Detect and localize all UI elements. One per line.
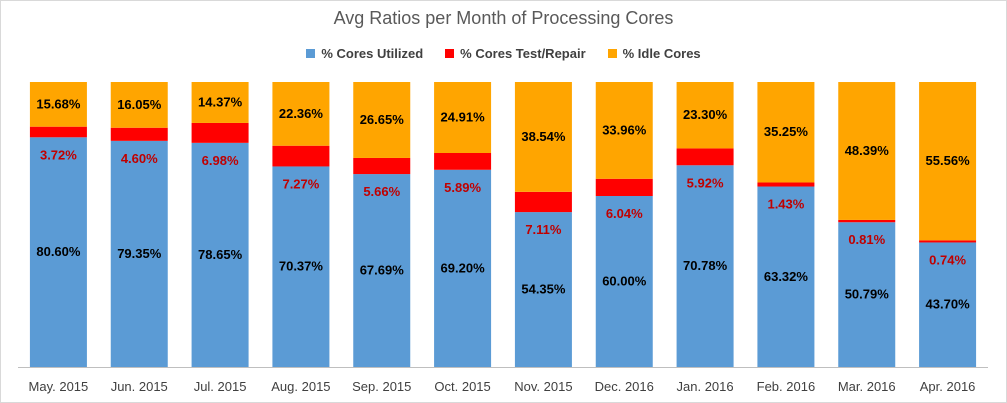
data-label-idle-8: 23.30% bbox=[683, 107, 728, 122]
bar-utilized-0 bbox=[29, 137, 87, 367]
data-label-repair-11: 0.74% bbox=[929, 252, 966, 267]
bar-repair-6 bbox=[514, 191, 572, 213]
bar-idle-6 bbox=[514, 82, 572, 192]
bar-idle-7 bbox=[595, 82, 653, 179]
data-label-utilized-7: 60.00% bbox=[602, 274, 647, 289]
data-label-utilized-0: 80.60% bbox=[36, 244, 81, 259]
data-label-repair-6: 7.11% bbox=[525, 222, 562, 237]
bar-idle-2 bbox=[191, 82, 249, 123]
x-tick-label-11: Apr. 2016 bbox=[920, 379, 976, 394]
bar-idle-10 bbox=[838, 82, 896, 220]
data-label-utilized-11: 43.70% bbox=[926, 297, 971, 312]
data-label-repair-10: 0.81% bbox=[848, 232, 885, 247]
bar-repair-1 bbox=[110, 127, 168, 141]
data-label-repair-5: 5.89% bbox=[444, 180, 481, 195]
legend-label-utilized: % Cores Utilized bbox=[321, 46, 424, 61]
bar-utilized-2 bbox=[191, 142, 249, 367]
data-label-utilized-10: 50.79% bbox=[845, 287, 890, 302]
legend-swatch-idle bbox=[607, 49, 617, 58]
legend-item-idle: % Idle Cores bbox=[607, 46, 701, 61]
bar-utilized-5 bbox=[434, 169, 492, 367]
legend-item-repair: % Cores Test/Repair bbox=[445, 46, 586, 61]
legend-label-idle: % Idle Cores bbox=[622, 46, 701, 61]
bar-idle-1 bbox=[110, 82, 168, 128]
bar-utilized-1 bbox=[110, 140, 168, 367]
x-tick-label-7: Dec. 2016 bbox=[595, 379, 654, 394]
legend: % Cores Utilized % Cores Test/Repair % I… bbox=[0, 46, 1007, 61]
bar-repair-7 bbox=[595, 178, 653, 196]
data-label-utilized-8: 70.78% bbox=[683, 258, 728, 273]
x-tick-label-3: Aug. 2015 bbox=[271, 379, 330, 394]
data-label-utilized-6: 54.35% bbox=[521, 282, 566, 297]
data-label-utilized-3: 70.37% bbox=[279, 259, 324, 274]
legend-item-utilized: % Cores Utilized bbox=[306, 46, 423, 61]
chart-title: Avg Ratios per Month of Processing Cores bbox=[333, 8, 674, 28]
data-label-idle-6: 38.54% bbox=[521, 129, 566, 144]
data-label-idle-1: 16.05% bbox=[117, 97, 162, 112]
bar-utilized-9 bbox=[757, 186, 815, 367]
x-tick-label-6: Nov. 2015 bbox=[514, 379, 572, 394]
bar-idle-11 bbox=[919, 82, 977, 241]
bar-utilized-4 bbox=[353, 174, 411, 367]
data-label-repair-4: 5.66% bbox=[363, 184, 400, 199]
x-tick-label-5: Oct. 2015 bbox=[434, 379, 490, 394]
x-tick-label-4: Sep. 2015 bbox=[352, 379, 411, 394]
data-label-utilized-2: 78.65% bbox=[198, 247, 243, 262]
data-label-repair-3: 7.27% bbox=[282, 176, 319, 191]
bar-utilized-8 bbox=[676, 165, 734, 367]
data-label-idle-7: 33.96% bbox=[602, 122, 647, 137]
bar-idle-3 bbox=[272, 82, 330, 146]
bar-utilized-6 bbox=[514, 212, 572, 367]
data-label-repair-8: 5.92% bbox=[687, 175, 724, 190]
data-label-repair-0: 3.72% bbox=[40, 147, 77, 162]
data-label-idle-10: 48.39% bbox=[845, 143, 890, 158]
data-label-idle-11: 55.56% bbox=[926, 153, 971, 168]
bar-utilized-3 bbox=[272, 166, 330, 367]
x-tick-label-8: Jan. 2016 bbox=[677, 379, 734, 394]
bar-repair-3 bbox=[272, 145, 330, 167]
data-label-idle-9: 35.25% bbox=[764, 124, 809, 139]
bar-repair-4 bbox=[353, 157, 411, 175]
bar-idle-9 bbox=[757, 82, 815, 183]
data-label-idle-0: 15.68% bbox=[36, 96, 81, 111]
x-tick-label-9: Feb. 2016 bbox=[757, 379, 816, 394]
x-tick-label-10: Mar. 2016 bbox=[838, 379, 896, 394]
data-label-repair-2: 6.98% bbox=[202, 153, 239, 168]
bar-idle-5 bbox=[434, 82, 492, 153]
data-label-utilized-5: 69.20% bbox=[441, 260, 486, 275]
bar-idle-4 bbox=[353, 82, 411, 158]
bar-repair-0 bbox=[29, 126, 87, 138]
bar-idle-8 bbox=[676, 82, 734, 149]
bar-utilized-11 bbox=[919, 242, 977, 367]
bar-utilized-10 bbox=[838, 222, 896, 367]
data-label-utilized-1: 79.35% bbox=[117, 246, 162, 261]
bar-repair-8 bbox=[676, 148, 734, 166]
bar-repair-11 bbox=[919, 240, 977, 243]
bar-repair-2 bbox=[191, 122, 249, 143]
data-label-repair-9: 1.43% bbox=[767, 197, 804, 212]
data-label-repair-7: 6.04% bbox=[606, 206, 643, 221]
data-label-idle-2: 14.37% bbox=[198, 94, 243, 109]
bar-repair-10 bbox=[838, 219, 896, 223]
bar-utilized-7 bbox=[595, 196, 653, 367]
data-label-utilized-9: 63.32% bbox=[764, 269, 809, 284]
data-label-repair-1: 4.60% bbox=[121, 151, 158, 166]
legend-swatch-utilized bbox=[306, 49, 316, 58]
bar-repair-5 bbox=[434, 152, 492, 170]
bar-repair-9 bbox=[757, 182, 815, 187]
bar-idle-0 bbox=[29, 82, 87, 127]
data-label-idle-3: 22.36% bbox=[279, 106, 324, 121]
data-label-utilized-4: 67.69% bbox=[360, 263, 405, 278]
legend-label-repair: % Cores Test/Repair bbox=[460, 46, 586, 61]
x-tick-label-2: Jul. 2015 bbox=[194, 379, 247, 394]
data-label-idle-4: 26.65% bbox=[360, 112, 405, 127]
x-tick-label-0: May. 2015 bbox=[29, 379, 89, 394]
legend-swatch-repair bbox=[445, 49, 455, 58]
data-label-idle-5: 24.91% bbox=[441, 109, 486, 124]
x-tick-label-1: Jun. 2015 bbox=[111, 379, 168, 394]
